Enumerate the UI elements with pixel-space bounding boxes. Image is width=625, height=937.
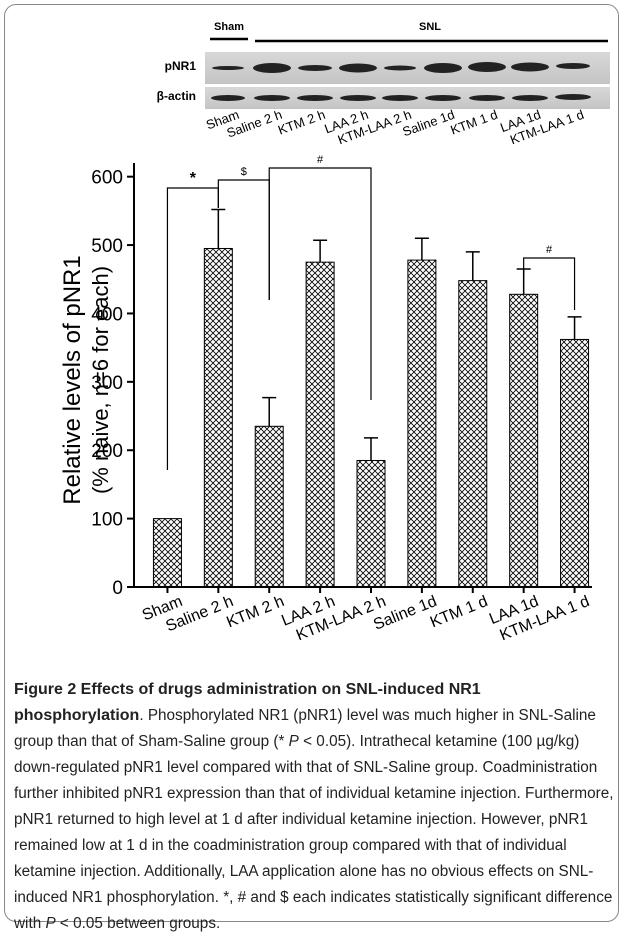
y-axis-title: Relative levels of pNR1 [59,255,86,504]
annotation: $ [241,166,247,178]
bar [152,518,182,588]
error-bar [364,437,378,461]
error-bar [465,251,480,281]
caption-text: < 0.05). Intrathecal ketamine (100 µg/kg… [14,733,614,932]
bracket [268,167,372,400]
bracket [523,257,576,310]
annotation: * [190,170,197,187]
y-tick-label: 500 [91,236,123,257]
y-tick-label: 100 [91,510,123,531]
bands [211,62,591,101]
bar [203,247,233,588]
bar [458,280,488,588]
bar [560,338,590,588]
blot: Sham SNL pNR1 β-actin [157,21,610,109]
caption-text: . Phosphorylated NR1 (pNR1) level was mu… [14,707,596,750]
annotation: # [546,244,553,256]
bar [407,259,437,588]
y-tick-label: 200 [91,441,123,462]
row-label: pNR1 [165,59,197,73]
group-label: SNL [419,21,441,33]
figure: Sham SNL pNR1 β-actin Relative levels of… [59,21,610,644]
caption-text: < 0.05 between groups. [55,915,221,932]
error-bar [313,239,328,263]
y-axis-label: Relative levels of pNR1 (% naive, n=6 fo… [59,255,113,504]
bar [509,293,539,588]
y-axis-title: (% naive, n=6 for each) [88,266,113,494]
row-label: β-actin [157,89,196,103]
x-tick-label: KTM 1 d [428,593,490,631]
lane-label: KTM 1 d [448,107,499,138]
y-tick-label: 300 [91,373,123,394]
caption: Figure 2 Effects of drugs administration… [14,677,614,937]
bar [254,425,284,588]
caption-text: P [288,733,299,750]
bar [356,459,386,588]
x-tick-label: KTM 2 h [224,593,286,631]
bar [305,261,335,588]
group-label: Sham [214,21,244,33]
caption-title: Figure 2 Effects of drugs administration… [14,681,481,724]
error-bar [414,237,429,261]
lane-label: KTM 2 h [276,107,327,138]
y-tick-label: 0 [112,578,123,599]
error-bar [262,396,277,427]
error-bar [567,316,582,340]
annotation: # [317,154,324,166]
y-tick-label: 600 [91,168,123,189]
y-tick-label: 400 [91,304,123,325]
error-bar [211,208,226,249]
caption-text: P [45,915,56,932]
figure-frame [4,4,619,922]
